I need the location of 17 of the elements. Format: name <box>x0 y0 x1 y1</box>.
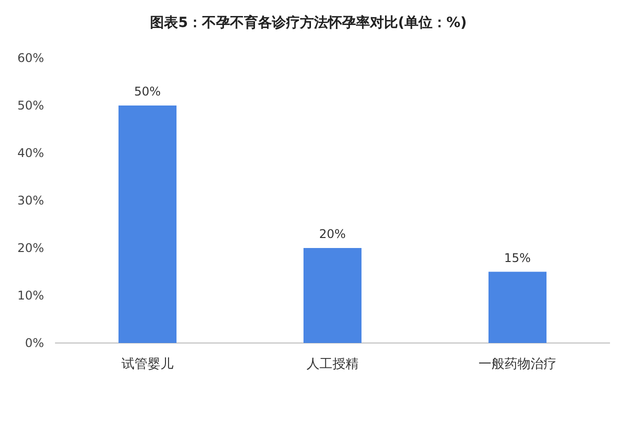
y-tick-label: 50% <box>17 98 44 112</box>
y-tick-label: 20% <box>17 241 44 255</box>
x-tick-label: 人工授精 <box>306 357 358 372</box>
y-tick-label: 40% <box>17 146 44 160</box>
chart-title: 图表5：不孕不育各诊疗方法怀孕率对比(单位：%) <box>150 14 467 31</box>
y-tick-label: 60% <box>17 51 44 65</box>
data-label: 50% <box>134 84 161 98</box>
data-label: 15% <box>504 250 531 265</box>
x-tick-label: 试管婴儿 <box>122 357 174 372</box>
bar <box>304 248 362 343</box>
bar <box>488 272 546 343</box>
y-tick-label: 10% <box>17 288 44 302</box>
y-tick-label: 0% <box>24 336 44 350</box>
y-tick-label: 30% <box>17 194 44 208</box>
data-label: 20% <box>319 227 346 241</box>
x-tick-label: 一般药物治疗 <box>478 357 556 372</box>
bar <box>118 106 176 343</box>
